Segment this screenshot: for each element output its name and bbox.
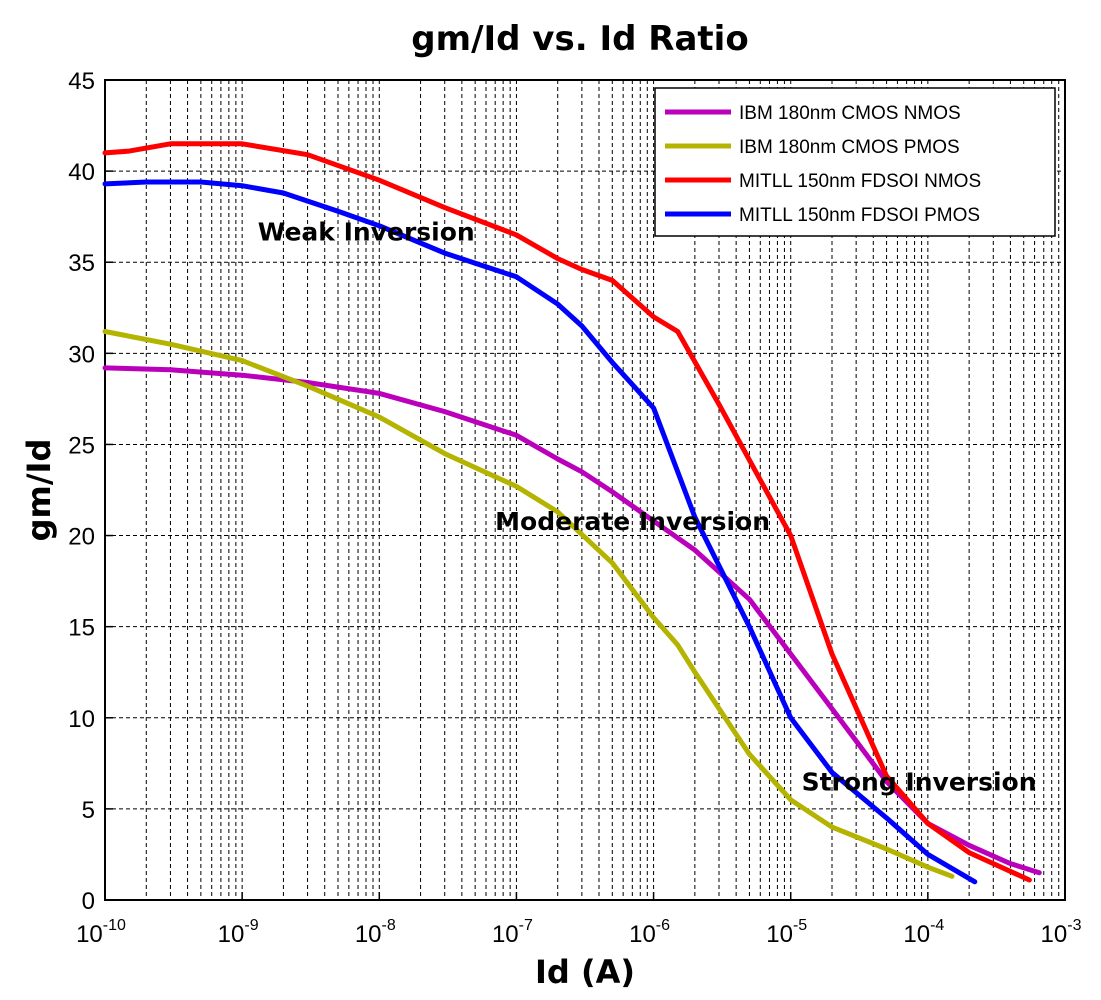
series-line-1 — [102, 365, 1042, 876]
y-tick-label: 30 — [68, 341, 95, 368]
legend-label: MITLL 150nm FDSOI NMOS — [739, 171, 981, 192]
plot-frame — [104, 79, 1066, 901]
y-tick-label: 10 — [68, 706, 95, 733]
y-tick-label: 20 — [68, 524, 95, 551]
y-tick-label: 25 — [68, 432, 95, 459]
series-line-4 — [102, 179, 978, 885]
x-tick-label: 10-9 — [218, 917, 259, 948]
axis-ticks: 10-10 10-9 10-8 10-7 10-6 10-5 10-4 10-3 0 5 10 15 2… — [68, 68, 1081, 948]
x-tick-label: 10-3 — [1041, 917, 1082, 948]
series-line-3 — [102, 141, 1032, 883]
series-line-2 — [102, 329, 955, 879]
y-tick-label: 45 — [68, 68, 95, 95]
annotation-2: Moderate Inversion — [495, 507, 770, 536]
x-tick-label: 10-5 — [766, 917, 807, 948]
y-axis-label: gm/Id — [20, 439, 58, 542]
legend-label: MITLL 150nm FDSOI PMOS — [739, 205, 980, 226]
chart-title: gm/Id vs. Id Ratio — [411, 19, 748, 59]
y-tick-label: 5 — [82, 797, 95, 824]
legend: IBM 180nm CMOS NMOS IBM 180nm CMOS PMOS MI… — [654, 87, 1056, 237]
annotation-1: Weak Inversion — [258, 217, 475, 246]
y-tick-label: 40 — [68, 159, 95, 186]
x-tick-label: 10-7 — [492, 917, 533, 948]
annotation-3: Strong Inversion — [802, 768, 1037, 797]
x-tick-label: 10-10 — [76, 917, 126, 948]
legend-label: IBM 180nm CMOS PMOS — [739, 137, 960, 158]
y-tick-label: 15 — [68, 615, 95, 642]
y-tick-label: 35 — [68, 250, 95, 277]
x-tick-label: 10-6 — [629, 917, 670, 948]
legend-label: IBM 180nm CMOS NMOS — [739, 103, 961, 124]
annotations: Weak Inversion Moderate Inversion Strong I… — [258, 217, 1037, 796]
y-tick-label: 0 — [82, 888, 95, 915]
x-axis-label: Id (A) — [535, 953, 635, 991]
series-lines — [102, 141, 1042, 885]
x-tick-label: 10-4 — [903, 917, 944, 948]
x-tick-label: 10-8 — [355, 917, 396, 948]
